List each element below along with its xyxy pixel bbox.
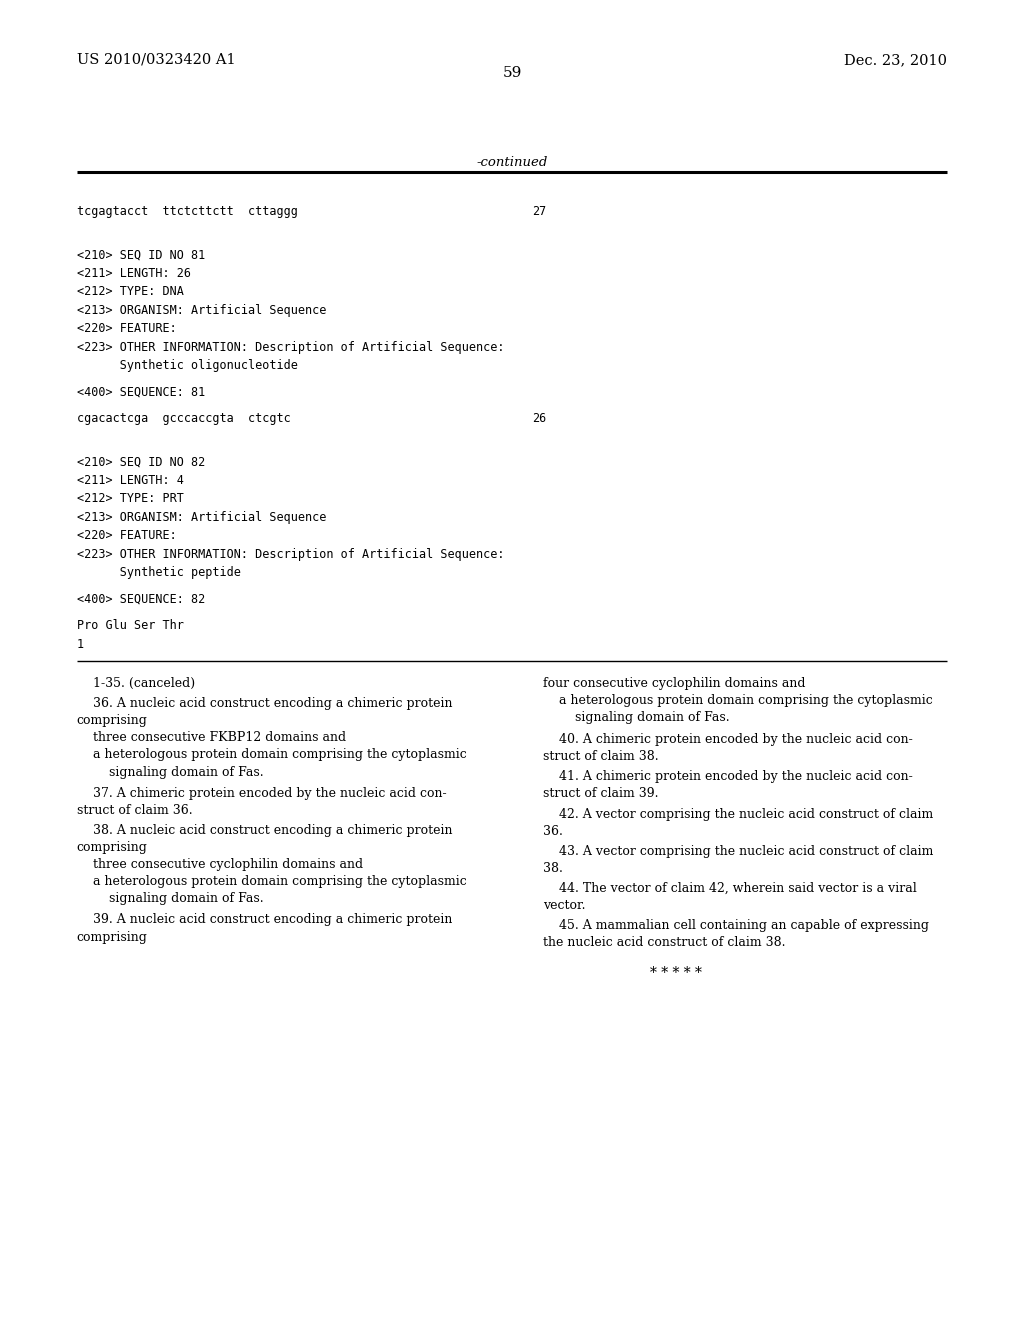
Text: <400> SEQUENCE: 81: <400> SEQUENCE: 81: [77, 385, 205, 399]
Text: four consecutive cyclophilin domains and: four consecutive cyclophilin domains and: [543, 677, 805, 690]
Text: cgacactcga  gcccaccgta  ctcgtc: cgacactcga gcccaccgta ctcgtc: [77, 412, 291, 425]
Text: <400> SEQUENCE: 82: <400> SEQUENCE: 82: [77, 593, 205, 606]
Text: 36. A nucleic acid construct encoding a chimeric protein: 36. A nucleic acid construct encoding a …: [77, 697, 453, 710]
Text: 41. A chimeric protein encoded by the nucleic acid con-: 41. A chimeric protein encoded by the nu…: [543, 770, 912, 783]
Text: <213> ORGANISM: Artificial Sequence: <213> ORGANISM: Artificial Sequence: [77, 511, 327, 524]
Text: <210> SEQ ID NO 81: <210> SEQ ID NO 81: [77, 248, 205, 261]
Text: tcgagtacct  ttctcttctt  cttaggg: tcgagtacct ttctcttctt cttaggg: [77, 205, 298, 218]
Text: 26: 26: [532, 412, 547, 425]
Text: * * * * *: * * * * *: [650, 966, 701, 981]
Text: struct of claim 36.: struct of claim 36.: [77, 804, 193, 817]
Text: struct of claim 38.: struct of claim 38.: [543, 750, 658, 763]
Text: <223> OTHER INFORMATION: Description of Artificial Sequence:: <223> OTHER INFORMATION: Description of …: [77, 548, 504, 561]
Text: 45. A mammalian cell containing an capable of expressing: 45. A mammalian cell containing an capab…: [543, 919, 929, 932]
Text: comprising: comprising: [77, 714, 147, 727]
Text: 1-35. (canceled): 1-35. (canceled): [77, 677, 195, 690]
Text: 36.: 36.: [543, 825, 562, 838]
Text: 1: 1: [77, 638, 84, 651]
Text: Synthetic oligonucleotide: Synthetic oligonucleotide: [77, 359, 298, 372]
Text: comprising: comprising: [77, 931, 147, 944]
Text: <211> LENGTH: 26: <211> LENGTH: 26: [77, 267, 190, 280]
Text: Synthetic peptide: Synthetic peptide: [77, 566, 241, 579]
Text: <223> OTHER INFORMATION: Description of Artificial Sequence:: <223> OTHER INFORMATION: Description of …: [77, 341, 504, 354]
Text: 44. The vector of claim 42, wherein said vector is a viral: 44. The vector of claim 42, wherein said…: [543, 882, 916, 895]
Text: 27: 27: [532, 205, 547, 218]
Text: 42. A vector comprising the nucleic acid construct of claim: 42. A vector comprising the nucleic acid…: [543, 808, 933, 821]
Text: <220> FEATURE:: <220> FEATURE:: [77, 322, 176, 335]
Text: 40. A chimeric protein encoded by the nucleic acid con-: 40. A chimeric protein encoded by the nu…: [543, 733, 912, 746]
Text: the nucleic acid construct of claim 38.: the nucleic acid construct of claim 38.: [543, 936, 785, 949]
Text: 43. A vector comprising the nucleic acid construct of claim: 43. A vector comprising the nucleic acid…: [543, 845, 933, 858]
Text: a heterologous protein domain comprising the cytoplasmic: a heterologous protein domain comprising…: [543, 694, 933, 708]
Text: struct of claim 39.: struct of claim 39.: [543, 787, 658, 800]
Text: a heterologous protein domain comprising the cytoplasmic: a heterologous protein domain comprising…: [77, 875, 467, 888]
Text: -continued: -continued: [476, 156, 548, 169]
Text: 59: 59: [503, 66, 521, 81]
Text: 38.: 38.: [543, 862, 562, 875]
Text: <212> TYPE: PRT: <212> TYPE: PRT: [77, 492, 183, 506]
Text: Dec. 23, 2010: Dec. 23, 2010: [844, 53, 947, 67]
Text: three consecutive FKBP12 domains and: three consecutive FKBP12 domains and: [77, 731, 346, 744]
Text: signaling domain of Fas.: signaling domain of Fas.: [77, 766, 263, 779]
Text: <212> TYPE: DNA: <212> TYPE: DNA: [77, 285, 183, 298]
Text: Pro Glu Ser Thr: Pro Glu Ser Thr: [77, 619, 183, 632]
Text: 38. A nucleic acid construct encoding a chimeric protein: 38. A nucleic acid construct encoding a …: [77, 824, 453, 837]
Text: signaling domain of Fas.: signaling domain of Fas.: [77, 892, 263, 906]
Text: <220> FEATURE:: <220> FEATURE:: [77, 529, 176, 543]
Text: <213> ORGANISM: Artificial Sequence: <213> ORGANISM: Artificial Sequence: [77, 304, 327, 317]
Text: comprising: comprising: [77, 841, 147, 854]
Text: a heterologous protein domain comprising the cytoplasmic: a heterologous protein domain comprising…: [77, 748, 467, 762]
Text: <211> LENGTH: 4: <211> LENGTH: 4: [77, 474, 183, 487]
Text: three consecutive cyclophilin domains and: three consecutive cyclophilin domains an…: [77, 858, 362, 871]
Text: 37. A chimeric protein encoded by the nucleic acid con-: 37. A chimeric protein encoded by the nu…: [77, 787, 446, 800]
Text: <210> SEQ ID NO 82: <210> SEQ ID NO 82: [77, 455, 205, 469]
Text: vector.: vector.: [543, 899, 586, 912]
Text: US 2010/0323420 A1: US 2010/0323420 A1: [77, 53, 236, 67]
Text: signaling domain of Fas.: signaling domain of Fas.: [543, 711, 729, 725]
Text: 39. A nucleic acid construct encoding a chimeric protein: 39. A nucleic acid construct encoding a …: [77, 913, 453, 927]
